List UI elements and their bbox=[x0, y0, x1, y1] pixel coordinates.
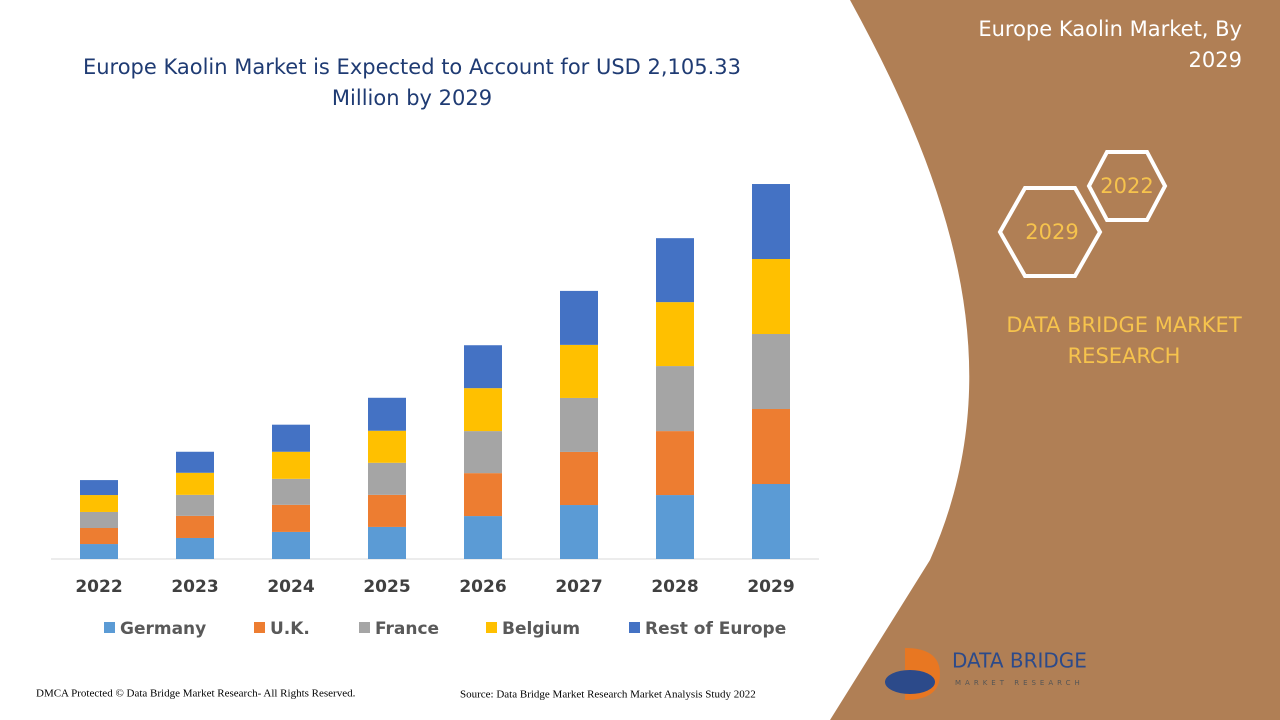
hexagon bbox=[997, 186, 1103, 278]
bar-segment bbox=[656, 495, 694, 559]
logo-mark bbox=[885, 670, 935, 694]
bar-segment bbox=[464, 516, 502, 559]
x-tick-label: 2023 bbox=[171, 577, 218, 597]
bar-segment bbox=[464, 431, 502, 474]
bar-segment bbox=[176, 472, 214, 495]
legend-label: Rest of Europe bbox=[645, 619, 786, 639]
bar-segment bbox=[368, 397, 406, 431]
source: Source: Data Bridge Market Research Mark… bbox=[460, 689, 756, 701]
bar-segment bbox=[656, 366, 694, 432]
legend-swatch bbox=[254, 622, 265, 633]
bar-segment bbox=[80, 495, 118, 512]
bar-segment bbox=[560, 451, 598, 506]
bar-segment bbox=[272, 478, 310, 505]
bar-segment bbox=[752, 484, 790, 559]
legend-label: Germany bbox=[120, 619, 206, 639]
bar-segment bbox=[464, 345, 502, 389]
hexagon bbox=[1086, 150, 1168, 222]
bar-segment bbox=[80, 544, 118, 559]
bar-segment bbox=[272, 424, 310, 452]
bar-segment bbox=[560, 505, 598, 559]
bar-segment bbox=[656, 302, 694, 367]
chart-title: Europe Kaolin Market is Expected to Acco… bbox=[82, 55, 742, 110]
x-tick-label: 2025 bbox=[363, 577, 410, 597]
x-tick-label: 2022 bbox=[75, 577, 122, 597]
legend-swatch bbox=[104, 622, 115, 633]
x-tick-label: 2028 bbox=[651, 577, 698, 597]
bar-segment bbox=[80, 511, 118, 529]
legend-swatch bbox=[629, 622, 640, 633]
legend-swatch bbox=[359, 622, 370, 633]
bar-segment bbox=[464, 388, 502, 432]
bar-segment bbox=[176, 494, 214, 516]
bar-segment bbox=[752, 334, 790, 410]
logo-name: DATA BRIDGE bbox=[952, 649, 1087, 673]
x-tick-label: 2029 bbox=[747, 577, 794, 597]
bar-segment bbox=[656, 431, 694, 496]
bar-segment bbox=[272, 451, 310, 479]
legend-label: France bbox=[375, 619, 439, 639]
bar-segment bbox=[752, 184, 790, 260]
bar-segment bbox=[176, 451, 214, 473]
panel-brand: DATA BRIDGE MARKET RESEARCH bbox=[1006, 313, 1242, 368]
x-tick-label: 2027 bbox=[555, 577, 602, 597]
bar-segment bbox=[80, 480, 118, 496]
bar-segment bbox=[176, 537, 214, 559]
x-tick-label: 2024 bbox=[267, 577, 314, 597]
panel-title: Europe Kaolin Market, By 2029 bbox=[978, 17, 1242, 72]
bar-segment bbox=[752, 259, 790, 335]
legend-label: U.K. bbox=[270, 619, 310, 639]
bar-segment bbox=[656, 238, 694, 303]
bar-segment bbox=[560, 344, 598, 398]
bar-segment bbox=[368, 462, 406, 495]
bar-segment bbox=[80, 528, 118, 545]
bar-segment bbox=[176, 515, 214, 538]
hexagon-label: 2029 bbox=[1025, 220, 1078, 244]
bar-segment bbox=[752, 409, 790, 485]
legend-swatch bbox=[486, 622, 497, 633]
bar-segment bbox=[368, 430, 406, 463]
x-tick-label: 2026 bbox=[459, 577, 506, 597]
legend-label: Belgium bbox=[502, 619, 580, 639]
copyright: DMCA Protected © Data Bridge Market Rese… bbox=[36, 688, 356, 700]
bar-segment bbox=[464, 473, 502, 517]
bar-segment bbox=[368, 526, 406, 559]
hexagon-label: 2022 bbox=[1100, 174, 1153, 198]
logo-tagline: MARKET RESEARCH bbox=[955, 679, 1084, 687]
bar-segment bbox=[272, 531, 310, 559]
side-panel-bg bbox=[830, 0, 1280, 720]
bar-segment bbox=[368, 494, 406, 527]
bar-segment bbox=[560, 290, 598, 345]
bar-segment bbox=[560, 397, 598, 452]
bar-segment bbox=[272, 504, 310, 532]
